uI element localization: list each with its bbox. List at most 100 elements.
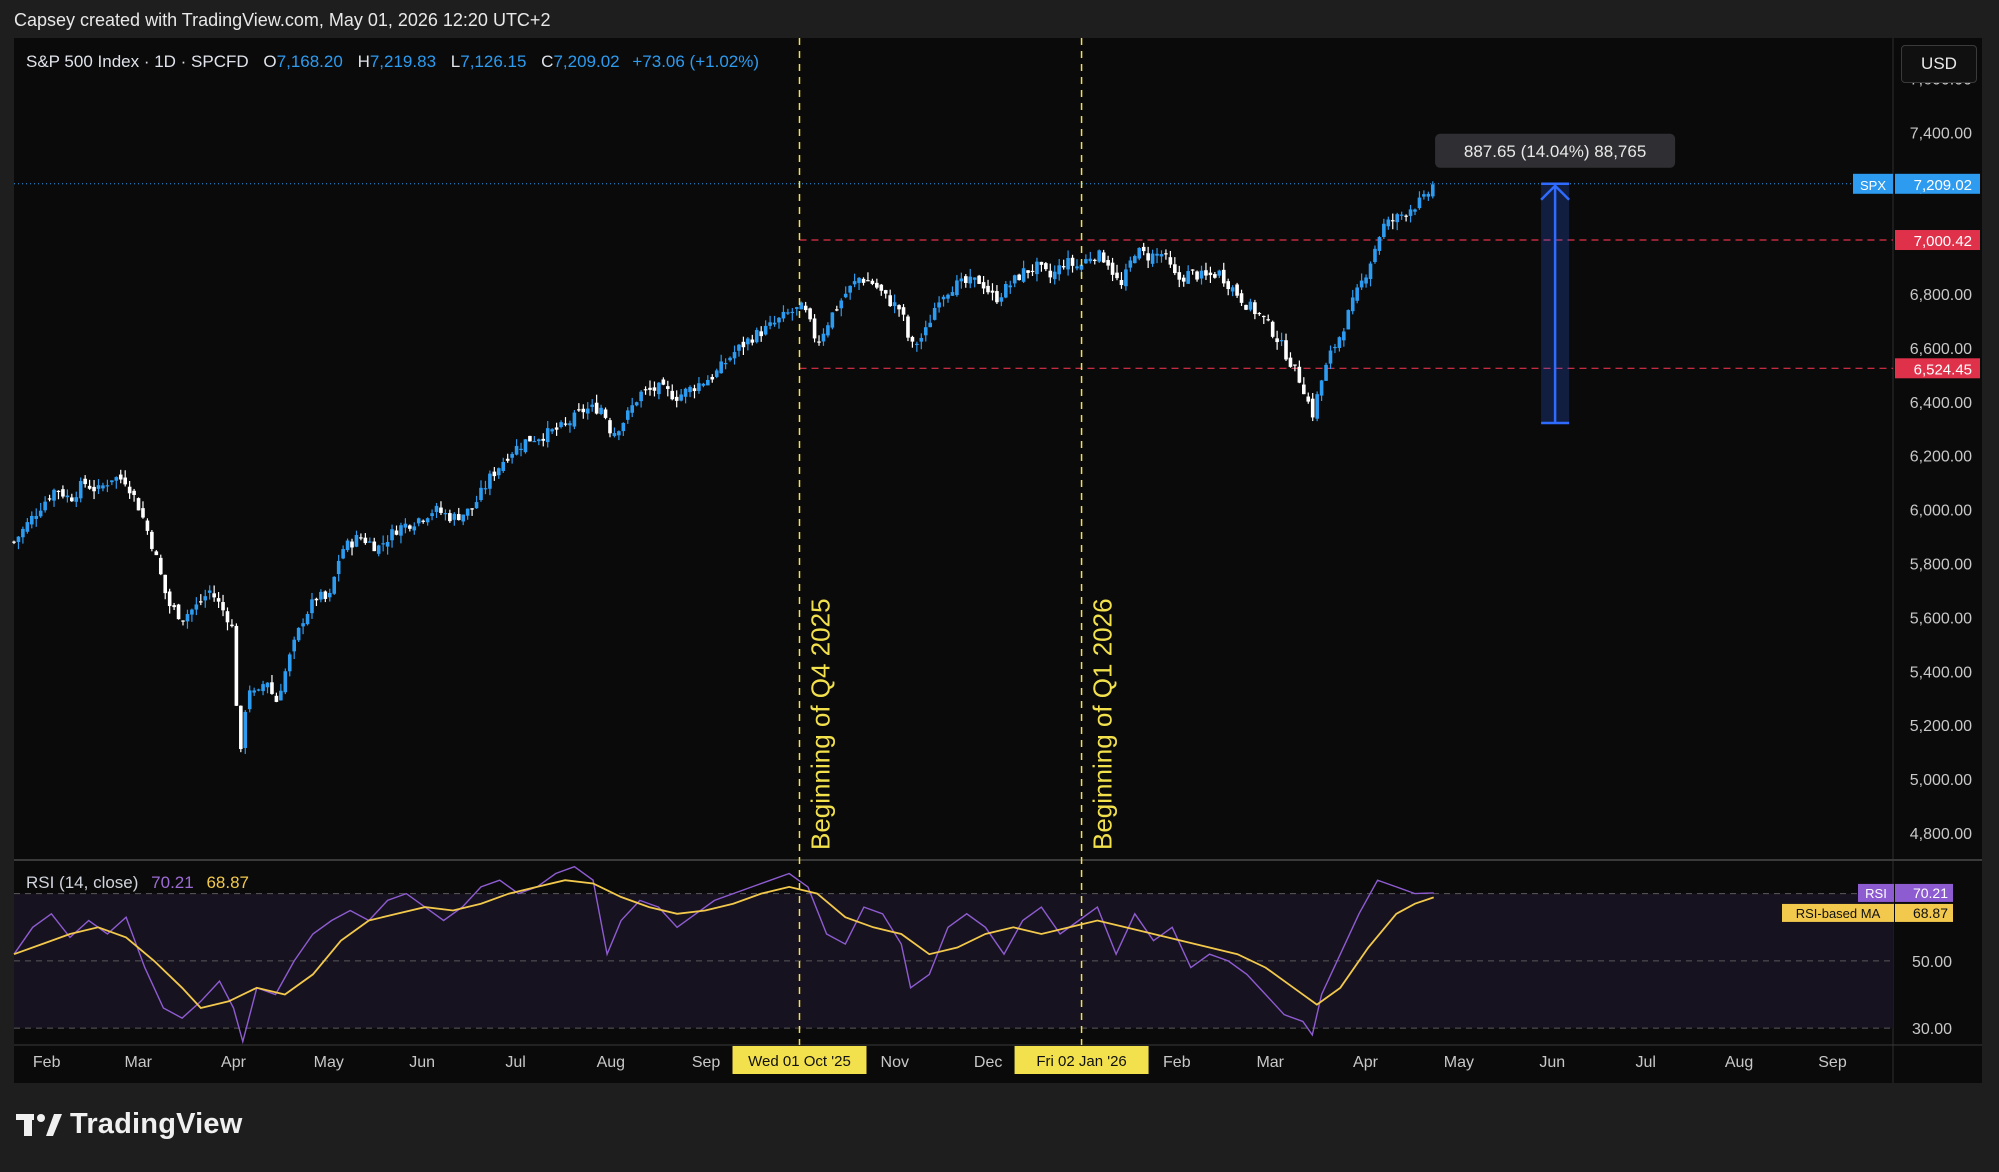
candle[interactable] [252, 687, 256, 696]
candle[interactable] [176, 603, 181, 620]
candle[interactable] [723, 358, 728, 370]
candle[interactable] [1052, 265, 1057, 285]
candle[interactable] [501, 457, 506, 473]
candle[interactable] [1066, 250, 1070, 276]
candle[interactable] [434, 502, 439, 519]
candle[interactable] [1159, 250, 1164, 263]
candle[interactable] [603, 407, 608, 420]
candle[interactable] [38, 502, 43, 518]
candle[interactable] [826, 322, 830, 338]
candle[interactable] [1128, 256, 1133, 272]
candle[interactable] [381, 535, 385, 552]
candle[interactable] [470, 508, 474, 516]
candle[interactable] [1177, 265, 1182, 288]
candle[interactable] [772, 315, 777, 327]
candle[interactable] [1368, 261, 1373, 287]
candle[interactable] [474, 495, 479, 509]
candle[interactable] [648, 380, 652, 396]
candle[interactable] [1190, 269, 1195, 275]
candle[interactable] [599, 404, 603, 416]
candle[interactable] [670, 384, 675, 401]
candle[interactable] [243, 710, 248, 754]
candle[interactable] [1350, 289, 1355, 315]
candle[interactable] [43, 496, 47, 513]
candle[interactable] [274, 692, 279, 703]
candle[interactable] [839, 298, 844, 317]
candle[interactable] [697, 377, 701, 394]
candle[interactable] [572, 409, 577, 430]
candle[interactable] [359, 533, 363, 541]
candle[interactable] [1039, 261, 1044, 272]
candle[interactable] [479, 480, 483, 502]
candle[interactable] [256, 688, 261, 692]
candle[interactable] [1150, 249, 1155, 267]
candle[interactable] [541, 433, 546, 447]
candle[interactable] [808, 307, 812, 322]
candle[interactable] [456, 507, 461, 521]
candle[interactable] [848, 285, 852, 300]
candle[interactable] [532, 436, 537, 443]
candle[interactable] [323, 590, 328, 603]
candle[interactable] [870, 278, 875, 286]
candle[interactable] [96, 479, 101, 494]
candle[interactable] [203, 589, 208, 608]
candle[interactable] [185, 609, 190, 629]
candle[interactable] [118, 469, 123, 484]
candle[interactable] [995, 285, 999, 305]
candle[interactable] [1284, 333, 1288, 362]
candle[interactable] [919, 333, 924, 350]
candle[interactable] [559, 420, 563, 429]
candle[interactable] [955, 275, 959, 297]
rsi-ma-line[interactable] [13, 879, 1434, 1009]
candle[interactable] [981, 276, 986, 295]
candle[interactable] [16, 536, 21, 550]
candle[interactable] [47, 494, 52, 502]
candle[interactable] [768, 315, 772, 330]
candle[interactable] [261, 680, 265, 696]
candle[interactable] [461, 514, 466, 526]
candle[interactable] [1408, 204, 1413, 223]
candle[interactable] [136, 497, 141, 511]
candle[interactable] [1124, 263, 1128, 291]
currency-button[interactable]: USD [1901, 45, 1977, 83]
candle[interactable] [65, 489, 70, 503]
candle[interactable] [897, 304, 901, 317]
candle[interactable] [568, 420, 572, 433]
candle[interactable] [906, 314, 910, 342]
candle[interactable] [452, 512, 457, 526]
candle[interactable] [666, 380, 670, 397]
candle[interactable] [416, 517, 421, 527]
candle[interactable] [817, 335, 821, 346]
candle[interactable] [1004, 281, 1008, 299]
candle[interactable] [843, 286, 848, 299]
candle[interactable] [946, 293, 950, 303]
candle[interactable] [439, 501, 443, 516]
candle[interactable] [737, 343, 741, 357]
candle[interactable] [127, 480, 132, 499]
candle[interactable] [1115, 264, 1119, 281]
candle[interactable] [279, 683, 283, 701]
candle[interactable] [581, 404, 586, 419]
candle[interactable] [1070, 254, 1075, 273]
candle[interactable] [977, 274, 981, 285]
candle[interactable] [1035, 257, 1039, 282]
candle[interactable] [105, 479, 110, 493]
candle[interactable] [692, 384, 697, 399]
candle[interactable] [150, 529, 154, 552]
candle[interactable] [212, 585, 216, 602]
candle[interactable] [728, 356, 732, 362]
candle[interactable] [554, 422, 559, 436]
candle[interactable] [928, 314, 933, 328]
candle[interactable] [70, 493, 74, 502]
candle[interactable] [901, 304, 906, 322]
candle[interactable] [443, 509, 448, 521]
candle[interactable] [1297, 360, 1302, 384]
candle[interactable] [221, 594, 225, 617]
candle[interactable] [537, 438, 541, 446]
candle[interactable] [425, 517, 430, 526]
candle[interactable] [1097, 249, 1102, 263]
candle[interactable] [563, 417, 568, 427]
candle[interactable] [1248, 298, 1253, 312]
candle[interactable] [29, 511, 34, 529]
candle[interactable] [199, 594, 203, 606]
